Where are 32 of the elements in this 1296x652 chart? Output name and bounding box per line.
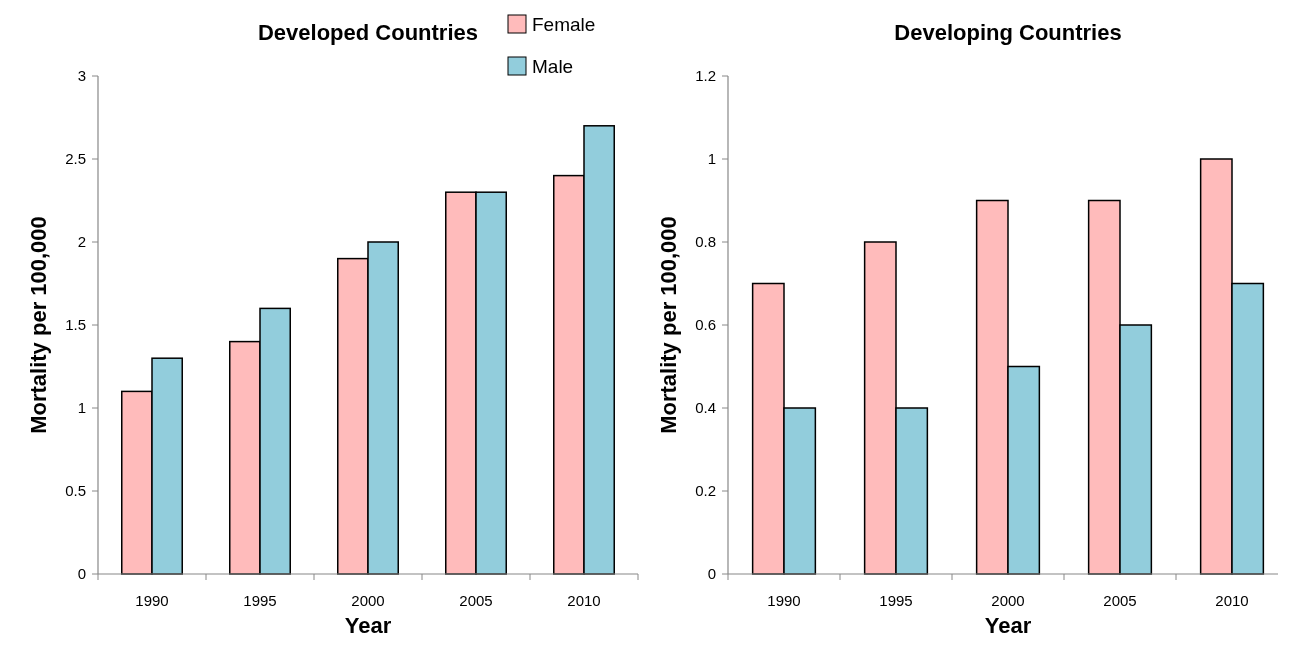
x-tick-label: 2000 [991, 592, 1025, 609]
y-tick-label: 1.2 [695, 67, 716, 85]
x-axis-title: Year [984, 613, 1032, 638]
x-tick-label: 2010 [567, 592, 601, 609]
y-tick-label: 0.4 [695, 399, 716, 417]
y-tick-label: 2 [77, 233, 86, 251]
x-tick-label: 1990 [135, 592, 169, 609]
y-axis-title: Mortality per 100,000 [26, 216, 51, 434]
y-axis-title: Mortality per 100,000 [656, 216, 681, 434]
y-tick-label: 2.5 [65, 150, 86, 168]
y-tick-label: 0 [77, 565, 86, 583]
x-axis-title: Year [344, 613, 392, 638]
x-tick-label: 2000 [351, 592, 385, 609]
x-tick-label: 1995 [879, 592, 913, 609]
y-tick-label: 0.5 [65, 482, 86, 500]
chart-title: Developing Countries [894, 20, 1122, 45]
x-tick-label: 2005 [1103, 592, 1137, 609]
y-tick-label: 1 [707, 150, 716, 168]
x-tick-label: 1995 [243, 592, 277, 609]
y-tick-label: 1.5 [65, 316, 86, 334]
y-tick-label: 3 [77, 67, 86, 85]
x-tick-label: 2005 [459, 592, 493, 609]
y-tick-label: 0.6 [695, 316, 716, 334]
legend-label: Male [532, 55, 574, 77]
legend-label: Female [532, 13, 596, 35]
chart-title: Developed Countries [257, 20, 479, 45]
y-tick-label: 0 [707, 565, 716, 583]
y-tick-label: 0.8 [695, 233, 716, 251]
x-tick-label: 2010 [1215, 592, 1249, 609]
y-tick-label: 0.2 [695, 482, 716, 500]
y-tick-label: 1 [77, 399, 86, 417]
x-tick-label: 1990 [767, 592, 801, 609]
